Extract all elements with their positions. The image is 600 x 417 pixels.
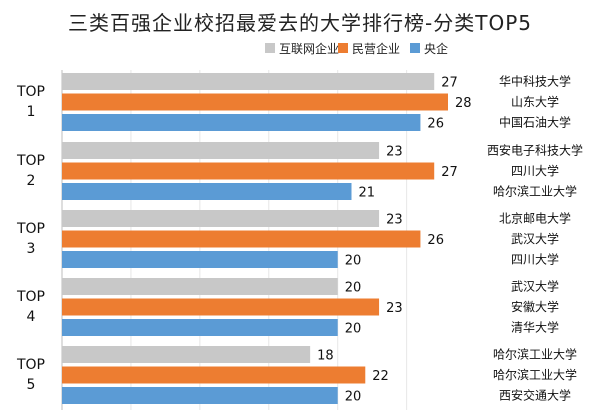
school-label: 哈尔滨工业大学 xyxy=(493,367,577,382)
school-label: 四川大学 xyxy=(511,252,559,267)
bar-value-label: 26 xyxy=(427,117,444,132)
chart-title: 三类百强企业校招最爱去的大学排行榜-分类TOP5 xyxy=(68,11,532,35)
school-label: 清华大学 xyxy=(511,320,559,335)
bar-value-label: 23 xyxy=(386,301,403,316)
bar xyxy=(62,162,435,180)
bar-value-label: 26 xyxy=(427,233,444,248)
bar-value-label: 23 xyxy=(386,145,403,160)
group-rank-number: 4 xyxy=(27,309,36,325)
group-rank-number: 5 xyxy=(27,377,36,393)
bar xyxy=(62,366,366,384)
school-label: 北京邮电大学 xyxy=(499,211,571,226)
bar-value-label: 21 xyxy=(359,186,376,201)
school-label: 武汉大学 xyxy=(511,231,559,246)
legend-swatch xyxy=(410,43,420,53)
bar xyxy=(62,142,380,159)
bar xyxy=(62,73,435,90)
legend-label: 央企 xyxy=(424,41,448,56)
bar xyxy=(62,298,380,316)
bar-value-label: 27 xyxy=(441,165,458,180)
bar xyxy=(62,230,421,248)
school-label: 四川大学 xyxy=(511,163,559,178)
bar-value-label: 28 xyxy=(455,96,472,111)
school-label: 安徽大学 xyxy=(511,299,559,314)
bar xyxy=(62,278,338,295)
bar-value-label: 20 xyxy=(345,254,362,269)
group-rank-label: TOP xyxy=(16,153,45,169)
school-label: 西安电子科技大学 xyxy=(487,143,583,158)
bar xyxy=(62,387,338,404)
bar-value-label: 20 xyxy=(345,322,362,337)
bar xyxy=(62,251,338,268)
group-rank-number: 1 xyxy=(27,104,36,120)
bar-value-label: 27 xyxy=(441,76,458,91)
school-label: 西安交通大学 xyxy=(499,388,571,403)
bar xyxy=(62,346,311,363)
group-rank-label: TOP xyxy=(16,84,45,100)
group-rank-label: TOP xyxy=(16,357,45,373)
bar xyxy=(62,183,352,200)
group-rank-number: 2 xyxy=(27,173,36,189)
chart-legend: 互联网企业 民营企业 央企 xyxy=(265,41,448,56)
bar-value-label: 20 xyxy=(345,281,362,296)
group-rank-number: 3 xyxy=(27,241,36,257)
bar-value-label: 23 xyxy=(386,213,403,228)
group-rank-label: TOP xyxy=(16,289,45,305)
legend-label: 互联网企业 xyxy=(279,41,339,56)
school-label: 哈尔滨工业大学 xyxy=(493,184,577,199)
school-label: 山东大学 xyxy=(511,94,559,109)
bar xyxy=(62,114,421,131)
legend-label: 民营企业 xyxy=(352,41,400,56)
school-label: 华中科技大学 xyxy=(499,74,571,89)
bar-value-label: 20 xyxy=(345,390,362,405)
group-rank-label: TOP xyxy=(16,221,45,237)
bar xyxy=(62,93,448,111)
legend-swatch xyxy=(265,43,275,53)
school-label: 哈尔滨工业大学 xyxy=(493,347,577,362)
bar-value-label: 22 xyxy=(372,369,389,384)
bar xyxy=(62,210,380,227)
school-label: 中国石油大学 xyxy=(499,115,571,130)
legend-swatch xyxy=(338,43,348,53)
bar-value-label: 18 xyxy=(317,349,334,364)
school-label: 武汉大学 xyxy=(511,279,559,294)
bar xyxy=(62,319,338,336)
